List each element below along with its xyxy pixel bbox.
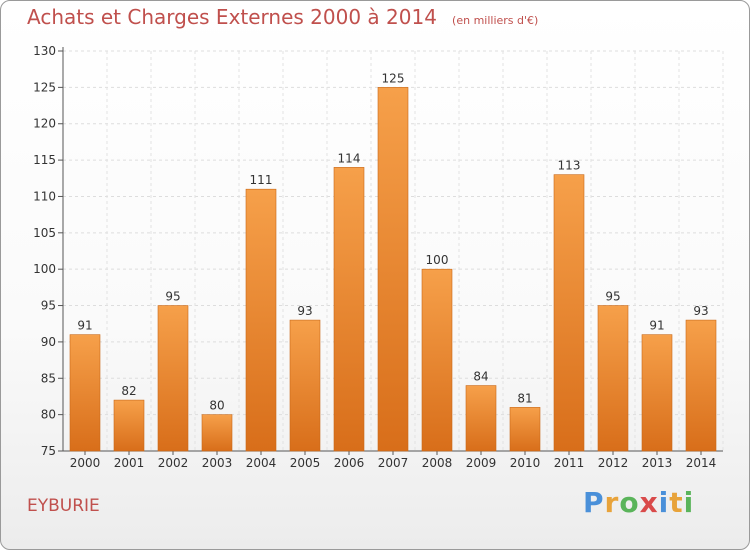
y-tick-label: 120: [33, 117, 56, 131]
x-tick-label: 2002: [158, 456, 189, 470]
x-tick-label: 2012: [598, 456, 629, 470]
bar: [245, 188, 277, 452]
y-tick-label: 105: [33, 226, 56, 240]
bar: [113, 399, 145, 452]
bar-value-label: 95: [605, 290, 620, 304]
x-tick-label: 2014: [686, 456, 717, 470]
bar-value-label: 100: [426, 253, 449, 267]
chart-title: Achats et Charges Externes 2000 à 2014: [27, 5, 437, 29]
bar-value-label: 80: [209, 399, 224, 413]
x-tick-label: 2003: [202, 456, 233, 470]
labels: 91 2000 82 2001 95 2002 80 2003 111 2004 93 2005 114…: [70, 71, 717, 470]
bar: [641, 334, 673, 452]
logo-letter: i: [658, 486, 670, 519]
commune-name: EYBURIE: [27, 496, 100, 516]
bar: [465, 385, 497, 452]
y-tick-label: 130: [33, 44, 56, 58]
x-tick-label: 2004: [246, 456, 277, 470]
y-tick-label: 75: [41, 444, 56, 458]
chart-title-block: Achats et Charges Externes 2000 à 2014 (…: [27, 5, 538, 29]
x-tick-label: 2010: [510, 456, 541, 470]
proxiti-logo[interactable]: Proxiti: [583, 486, 694, 519]
x-tick-label: 2005: [290, 456, 321, 470]
y-tick-label: 115: [33, 153, 56, 167]
bar: [597, 305, 629, 452]
bar-value-label: 84: [473, 370, 488, 384]
bar: [69, 334, 101, 452]
y-tick-label: 110: [33, 189, 56, 203]
bar-value-label: 82: [121, 384, 136, 398]
bar-value-label: 93: [297, 304, 312, 318]
logo-letter: P: [583, 486, 605, 519]
bar-value-label: 111: [250, 173, 273, 187]
bar: [509, 407, 541, 452]
y-tick-label: 90: [41, 335, 56, 349]
bar-value-label: 125: [382, 71, 405, 85]
chart-unit: (en milliers d'€): [452, 14, 539, 27]
bar-value-label: 113: [558, 159, 581, 173]
x-tick-label: 2011: [554, 456, 585, 470]
y-tick-label: 125: [33, 80, 56, 94]
bar: [333, 167, 365, 452]
x-tick-label: 2001: [114, 456, 145, 470]
logo-letter: t: [669, 486, 684, 519]
x-tick-label: 2000: [70, 456, 101, 470]
bar: [421, 268, 453, 452]
bars: [69, 87, 717, 452]
x-tick-label: 2006: [334, 456, 365, 470]
bar-value-label: 91: [649, 319, 664, 333]
bar-value-label: 81: [517, 391, 532, 405]
bar: [157, 305, 189, 452]
bar: [685, 319, 717, 452]
bar-value-label: 95: [165, 290, 180, 304]
y-tick-label: 80: [41, 408, 56, 422]
y-tick-label: 100: [33, 262, 56, 276]
bar-value-label: 91: [77, 319, 92, 333]
x-tick-label: 2013: [642, 456, 673, 470]
logo-letter: i: [683, 486, 695, 519]
bar: [553, 174, 585, 452]
x-tick-label: 2009: [466, 456, 497, 470]
logo-letter: o: [619, 486, 640, 519]
x-tick-label: 2007: [378, 456, 409, 470]
logo-letter: r: [604, 486, 620, 519]
y-tick-label: 95: [41, 299, 56, 313]
bar: [201, 414, 233, 452]
bar-value-label: 114: [338, 151, 361, 165]
bar-value-label: 93: [693, 304, 708, 318]
x-tick-label: 2008: [422, 456, 453, 470]
y-tick-label: 85: [41, 371, 56, 385]
logo-letter: x: [639, 486, 659, 519]
bar: [289, 319, 321, 452]
bar: [377, 87, 409, 452]
